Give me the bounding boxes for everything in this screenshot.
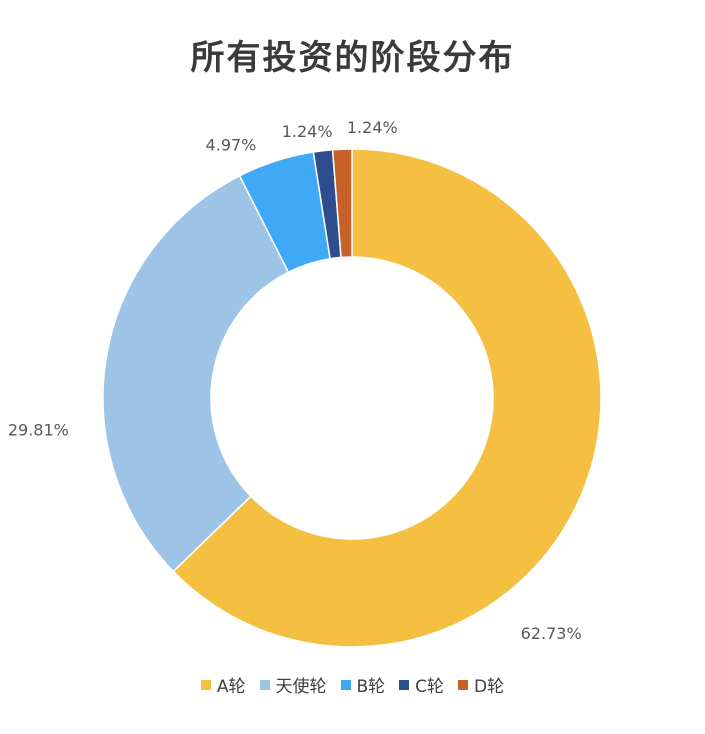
legend-swatch-3 — [340, 679, 351, 690]
slice-1 — [172, 148, 602, 648]
donut-chart: 62.73% 29.81% 4.97% 1.24% 1.24% — [8, 118, 602, 648]
legend-swatch-4 — [399, 679, 410, 690]
slice-label-3: 4.97% — [206, 135, 257, 154]
legend-label-3: B轮 — [356, 677, 386, 697]
legend-label-2: 天使轮 — [275, 677, 327, 697]
legend-swatch-5 — [458, 679, 469, 690]
legend-item-4: C轮 — [399, 672, 444, 697]
slice-5 — [331, 148, 353, 259]
slice-label-5: 1.24% — [347, 118, 398, 137]
slice-2 — [102, 174, 290, 573]
legend-item-2: 天使轮 — [259, 672, 327, 697]
slice-label-1: 62.73% — [521, 624, 582, 643]
legend-item-1: A轮 — [200, 672, 246, 697]
legend-swatch-1 — [200, 679, 211, 690]
slice-label-4: 1.24% — [282, 122, 333, 141]
slices-group — [102, 148, 602, 648]
legend-label-4: C轮 — [415, 677, 445, 697]
legend-item-5: D轮 — [458, 672, 504, 697]
labels-group: 62.73% 29.81% 4.97% 1.24% 1.24% — [8, 118, 582, 643]
legend-label-1: A轮 — [216, 677, 246, 697]
legend-label-5: D轮 — [474, 677, 505, 697]
legend-item-3: B轮 — [340, 672, 386, 697]
slice-label-2: 29.81% — [8, 420, 69, 439]
legend: A轮 天使轮 B轮 C轮 D轮 — [0, 672, 705, 697]
chart-title: 所有投资的阶段分布 — [190, 38, 515, 78]
legend-swatch-2 — [259, 679, 270, 690]
